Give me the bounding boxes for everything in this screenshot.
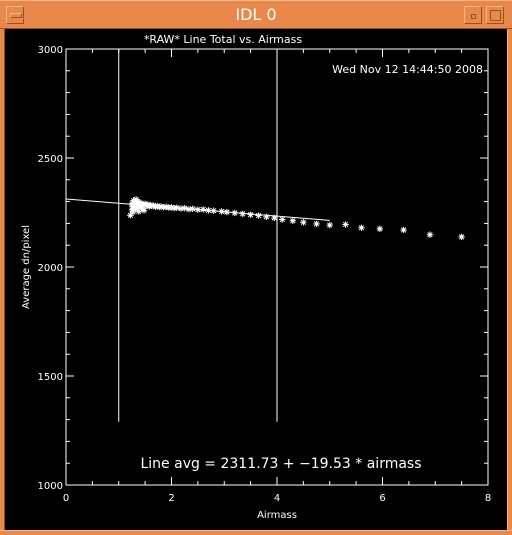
title-bar[interactable]: IDL 0 bbox=[0, 0, 512, 29]
y-axis-label: Average dn/pixel bbox=[21, 225, 32, 309]
timestamp-label: Wed Nov 12 14:44:50 2008 bbox=[332, 63, 483, 76]
data-point bbox=[168, 204, 175, 211]
data-point bbox=[129, 208, 137, 216]
data-point bbox=[205, 207, 212, 214]
data-point bbox=[231, 209, 238, 217]
data-point bbox=[131, 201, 138, 209]
plot-canvas: *RAW* Line Total vs. Airmass Wed Nov 12 … bbox=[5, 29, 507, 530]
data-point bbox=[342, 221, 349, 228]
data-point bbox=[185, 206, 193, 213]
x-tick-label: 2 bbox=[168, 493, 174, 504]
y-tick-label: 2000 bbox=[38, 263, 63, 274]
data-point bbox=[400, 226, 407, 234]
data-point bbox=[247, 211, 254, 218]
data-point bbox=[194, 206, 202, 213]
x-tick-label: 6 bbox=[379, 493, 385, 504]
window-border-bottom[interactable] bbox=[0, 530, 512, 535]
data-point bbox=[199, 206, 207, 213]
data-point bbox=[255, 212, 262, 219]
data-point bbox=[173, 204, 180, 211]
maximize-icon bbox=[490, 10, 501, 21]
data-point bbox=[313, 220, 320, 228]
data-point bbox=[376, 225, 384, 233]
data-point bbox=[279, 216, 286, 223]
y-tick-label: 3000 bbox=[38, 45, 63, 56]
data-point bbox=[163, 203, 170, 211]
window-menu-button[interactable] bbox=[6, 6, 24, 24]
data-point bbox=[141, 200, 149, 207]
vertical-markers bbox=[118, 49, 278, 422]
data-point bbox=[177, 205, 185, 212]
data-point bbox=[127, 212, 134, 219]
data-point bbox=[135, 202, 142, 209]
data-point bbox=[150, 202, 157, 209]
data-point bbox=[326, 221, 333, 229]
data-point bbox=[140, 207, 148, 214]
data-point bbox=[223, 208, 231, 216]
axis-ticks: 0 2 4 6 8 1000 1500 2000 2500 3000 bbox=[38, 45, 492, 504]
chart-title: *RAW* Line Total vs. Airmass bbox=[144, 33, 302, 46]
data-point bbox=[218, 208, 225, 215]
data-point bbox=[239, 210, 246, 218]
window-border-left[interactable] bbox=[0, 29, 5, 535]
data-point bbox=[181, 204, 188, 212]
window-border-right[interactable] bbox=[507, 29, 512, 535]
data-point bbox=[426, 231, 434, 238]
data-point bbox=[300, 219, 307, 226]
data-point bbox=[271, 214, 278, 222]
x-tick-label: 0 bbox=[63, 493, 69, 504]
y-tick-label: 2500 bbox=[38, 154, 63, 165]
scatter-chart: *RAW* Line Total vs. Airmass Wed Nov 12 … bbox=[21, 33, 492, 521]
y-tick-label: 1000 bbox=[38, 481, 63, 492]
data-point bbox=[210, 207, 217, 214]
window-title: IDL 0 bbox=[235, 5, 277, 24]
data-point bbox=[189, 205, 196, 212]
x-tick-label: 8 bbox=[485, 493, 491, 504]
data-point bbox=[128, 200, 136, 207]
minimize-button[interactable] bbox=[464, 6, 482, 24]
y-tick-label: 1500 bbox=[38, 372, 63, 383]
data-point bbox=[135, 208, 142, 215]
x-axis-label: Airmass bbox=[257, 510, 297, 521]
data-point bbox=[157, 203, 165, 210]
x-tick-label: 4 bbox=[274, 493, 280, 504]
data-point bbox=[152, 203, 159, 211]
fit-equation-label: Line avg = 2311.73 + −19.53 * airmass bbox=[140, 456, 421, 472]
data-point bbox=[263, 213, 270, 221]
maximize-button[interactable] bbox=[486, 6, 504, 24]
data-point bbox=[154, 202, 161, 210]
data-point bbox=[137, 199, 145, 207]
data-point bbox=[156, 203, 163, 211]
data-point bbox=[358, 224, 365, 231]
data-point bbox=[289, 217, 297, 224]
menu-bar-icon bbox=[10, 13, 22, 18]
data-point bbox=[458, 233, 465, 241]
data-points bbox=[127, 196, 465, 241]
minimize-icon bbox=[471, 14, 476, 19]
